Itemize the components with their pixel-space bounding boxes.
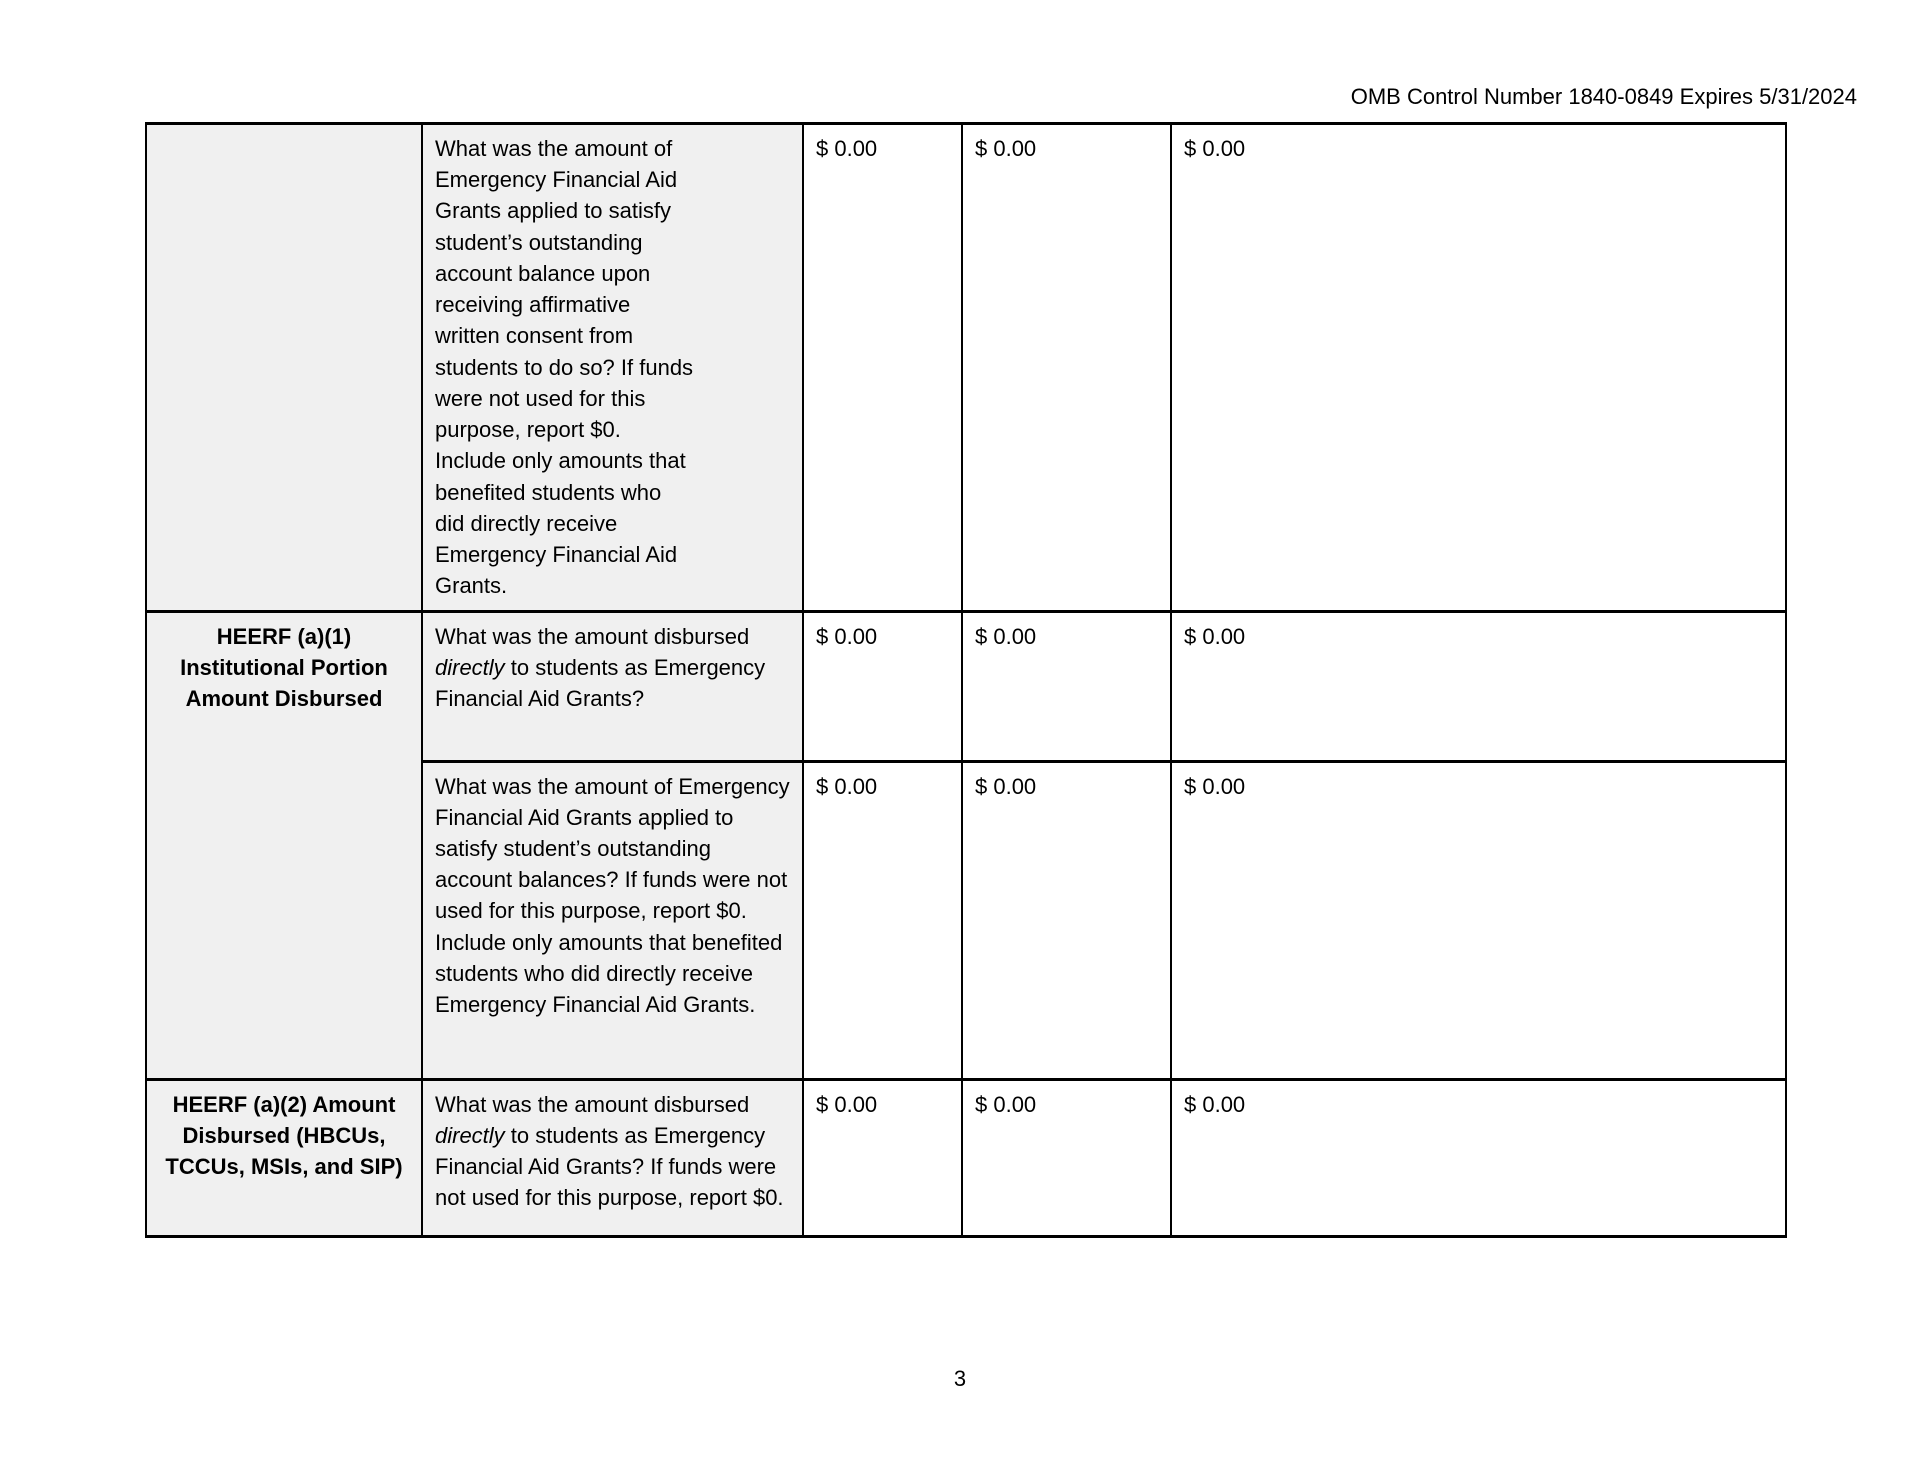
row-header-text: HEERF (a)(2) Amount Disbursed (HBCUs, TC… — [165, 1091, 403, 1179]
question-text-post: to students as Emergency Financial Aid G… — [435, 654, 766, 711]
amount-cell: $ 0.00 — [1170, 122, 1787, 613]
table-row: HEERF (a)(1) Institutional Portion Amoun… — [145, 609, 1787, 1081]
omb-control-text: OMB Control Number 1840-0849 Expires 5/3… — [1350, 84, 1857, 109]
question-cell: What was the amount disbursed directly t… — [421, 609, 804, 763]
amount-cell: $ 0.00 — [802, 1077, 963, 1238]
table-row: What was the amount of Emergency Financi… — [145, 122, 1787, 613]
amount-value: $ 0.00 — [816, 136, 878, 161]
amount-value: $ 0.00 — [816, 623, 878, 649]
amount-value: $ 0.00 — [975, 1091, 1037, 1117]
amount-value: $ 0.00 — [1184, 623, 1246, 649]
question-cell: What was the amount disbursed directly t… — [421, 1077, 804, 1238]
table-row: What was the amount of Emergency Financi… — [146, 759, 1787, 1081]
amount-cell: $ 0.00 — [1170, 759, 1787, 1081]
amount-value: $ 0.00 — [975, 623, 1037, 649]
amount-value: $ 0.00 — [816, 1091, 878, 1117]
amount-value: $ 0.00 — [816, 773, 878, 799]
question-text: What was the amount of Emergency Financi… — [435, 773, 790, 1018]
amount-cell: $ 0.00 — [961, 609, 1172, 763]
question-italic-text: directly — [435, 654, 505, 680]
amount-cell: $ 0.00 — [1170, 1077, 1787, 1238]
question-italic-text: directly — [435, 1122, 505, 1148]
question-text-post: to students as Emergency Financial Aid G… — [435, 1122, 784, 1211]
row-header-cell: HEERF (a)(1) Institutional Portion Amoun… — [145, 609, 423, 1081]
amount-value: $ 0.00 — [1184, 773, 1246, 799]
page-number: 3 — [953, 1366, 967, 1391]
heerf-report-table: What was the amount of Emergency Financi… — [145, 122, 1787, 1238]
question-text: What was the amount disbursed — [435, 623, 750, 649]
amount-cell: $ 0.00 — [802, 759, 963, 1081]
amount-cell: $ 0.00 — [961, 1077, 1172, 1238]
row-header-cell: HEERF (a)(2) Amount Disbursed (HBCUs, TC… — [145, 1077, 423, 1238]
amount-value: $ 0.00 — [1184, 136, 1246, 161]
amount-value: $ 0.00 — [975, 773, 1037, 799]
amount-cell: $ 0.00 — [802, 122, 963, 613]
amount-cell: $ 0.00 — [1170, 609, 1787, 763]
row-header-cell — [145, 122, 423, 613]
amount-cell: $ 0.00 — [961, 122, 1172, 613]
question-cell: What was the amount of Emergency Financi… — [421, 759, 804, 1081]
question-text: What was the amount of Emergency Financi… — [435, 136, 694, 599]
row-header-text: HEERF (a)(1) Institutional Portion Amoun… — [180, 623, 388, 711]
question-cell: What was the amount of Emergency Financi… — [421, 122, 804, 613]
table-row: HEERF (a)(2) Amount Disbursed (HBCUs, TC… — [145, 1077, 1787, 1238]
question-text: What was the amount disbursed — [435, 1091, 750, 1117]
amount-value: $ 0.00 — [975, 136, 1037, 161]
amount-cell: $ 0.00 — [802, 609, 963, 763]
amount-cell: $ 0.00 — [961, 759, 1172, 1081]
amount-value: $ 0.00 — [1184, 1091, 1246, 1117]
